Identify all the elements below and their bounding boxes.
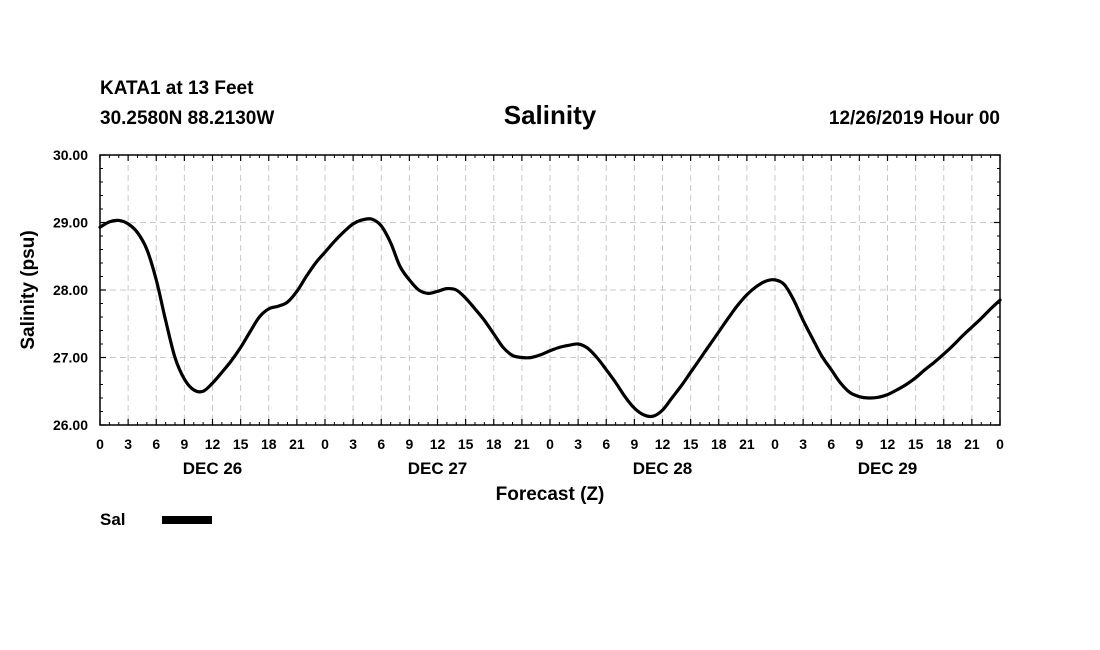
day-label: DEC 28 <box>633 459 693 478</box>
x-tick-label: 18 <box>711 436 727 452</box>
x-tick-label: 21 <box>964 436 980 452</box>
x-tick-label: 9 <box>630 436 638 452</box>
plot-frame <box>99 154 1001 426</box>
x-tick-label: 15 <box>233 436 249 452</box>
y-tick-labels: 26.00 27.00 28.00 29.00 30.00 <box>53 147 88 433</box>
x-tick-label: 6 <box>827 436 835 452</box>
x-tick-labels: 0 3 6 9 12 15 18 21 0 3 6 9 12 15 18 21 0 3 6 9 12 15 18 21 0 3 6 9… <box>96 436 1004 452</box>
x-tick-label: 15 <box>458 436 474 452</box>
x-tick-label: 18 <box>261 436 277 452</box>
legend-swatch-sal <box>162 516 212 524</box>
x-tick-label: 21 <box>514 436 530 452</box>
legend-label-sal: Sal <box>100 510 126 529</box>
series-layer <box>98 217 1002 419</box>
x-tick-label: 21 <box>289 436 305 452</box>
x-tick-label: 3 <box>124 436 132 452</box>
x-tick-label: 0 <box>546 436 554 452</box>
x-tick-label: 6 <box>152 436 160 452</box>
station-label: KATA1 at 13 Feet <box>100 78 254 99</box>
grid-lines <box>100 155 1000 425</box>
x-tick-label: 0 <box>321 436 329 452</box>
y-tick-label: 29.00 <box>53 215 88 231</box>
day-label: DEC 29 <box>858 459 918 478</box>
x-tick-label: 3 <box>799 436 807 452</box>
x-tick-label: 9 <box>405 436 413 452</box>
y-tick-label: 28.00 <box>53 282 88 298</box>
x-tick-label: 18 <box>936 436 952 452</box>
legend: Sal <box>100 510 212 529</box>
x-tick-label: 12 <box>655 436 671 452</box>
x-tick-label: 6 <box>377 436 385 452</box>
x-tick-label: 12 <box>430 436 446 452</box>
x-tick-label: 15 <box>683 436 699 452</box>
y-axis-label: Salinity (psu) <box>18 230 39 349</box>
x-tick-label: 9 <box>180 436 188 452</box>
x-tick-label: 0 <box>996 436 1004 452</box>
x-tick-label: 21 <box>739 436 755 452</box>
day-labels: DEC 26 DEC 27 DEC 28 DEC 29 <box>183 459 918 478</box>
forecast-datetime: 12/26/2019 Hour 00 <box>829 108 1000 129</box>
y-tick-label: 30.00 <box>53 147 88 163</box>
x-tick-label: 9 <box>855 436 863 452</box>
coordinates-label: 30.2580N 88.2130W <box>100 108 274 129</box>
x-tick-label: 6 <box>602 436 610 452</box>
y-tick-label: 27.00 <box>53 350 88 366</box>
x-tick-label: 3 <box>574 436 582 452</box>
chart-title: Salinity <box>504 100 597 130</box>
day-label: DEC 27 <box>408 459 468 478</box>
y-tick-label: 26.00 <box>53 417 88 433</box>
x-tick-label: 12 <box>205 436 221 452</box>
x-tick-label: 18 <box>486 436 502 452</box>
x-axis-label: Forecast (Z) <box>496 484 605 505</box>
x-tick-label: 15 <box>908 436 924 452</box>
x-tick-label: 12 <box>880 436 896 452</box>
x-tick-label: 0 <box>771 436 779 452</box>
series-line-sal <box>98 217 1002 419</box>
day-label: DEC 26 <box>183 459 243 478</box>
x-tick-label: 0 <box>96 436 104 452</box>
x-tick-label: 3 <box>349 436 357 452</box>
